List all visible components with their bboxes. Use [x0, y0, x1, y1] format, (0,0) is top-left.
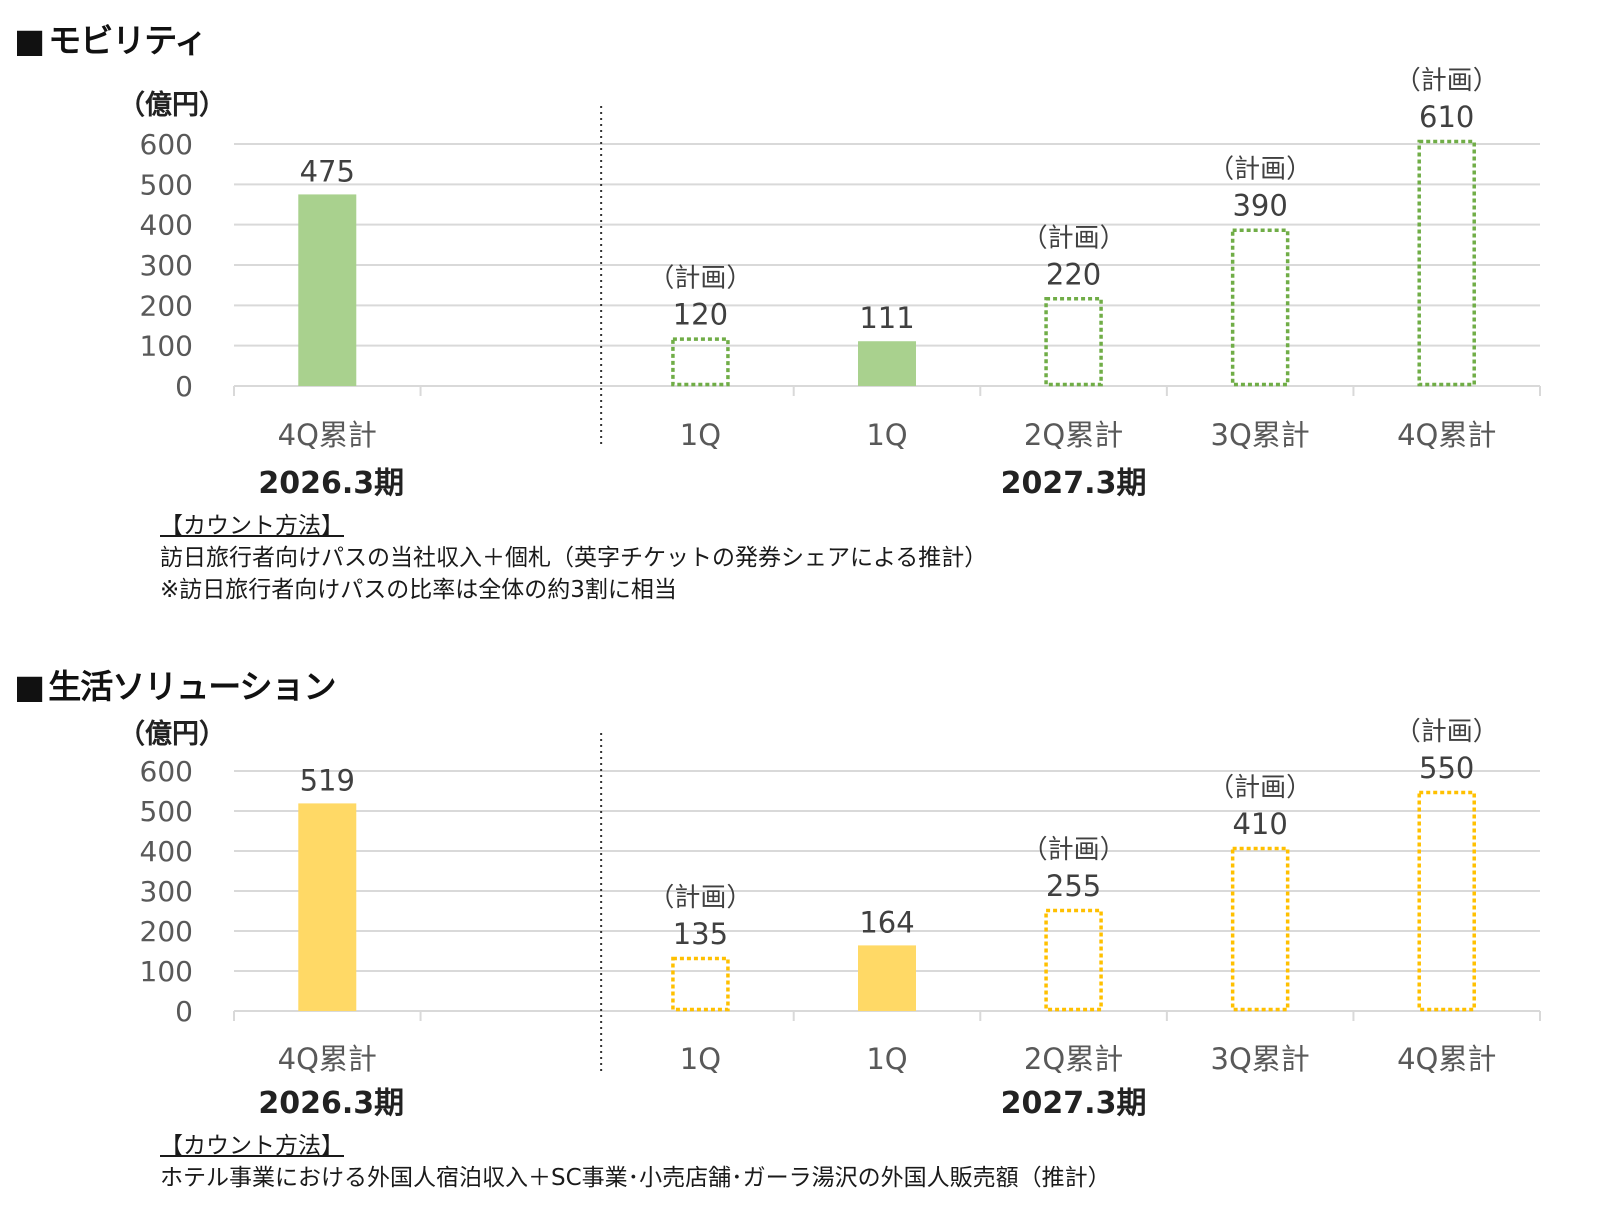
- y-tick-label: 300: [140, 249, 193, 282]
- bar-actual: [858, 945, 916, 1011]
- note-title: 【カウント方法】: [160, 513, 344, 539]
- data-label: 220: [1046, 257, 1101, 291]
- y-tick-label: 100: [140, 330, 193, 363]
- bar-actual: [298, 803, 357, 1011]
- y-tick-label: 400: [140, 209, 193, 242]
- y-tick-label: 200: [140, 289, 193, 322]
- x-category-label: 1Q: [866, 418, 907, 452]
- period-label: 2026.3期: [258, 466, 404, 501]
- bar-plan: [1417, 139, 1476, 387]
- x-category-label: 4Q累計: [1397, 1042, 1496, 1076]
- section-title: ■ モビリティ: [14, 14, 207, 62]
- period-label: 2026.3期: [258, 1086, 404, 1121]
- note-line: ホテル事業における外国人宿泊収入＋SC事業･小売店舗･ガーラ湯沢の外国人販売額（…: [160, 1165, 1111, 1191]
- note-title: 【カウント方法】: [160, 1133, 344, 1159]
- bar-plan: [1044, 908, 1103, 1012]
- section-title-text: モビリティ: [48, 21, 207, 60]
- data-label: 475: [300, 154, 355, 188]
- x-category-label: 4Q累計: [1397, 418, 1496, 452]
- data-label: 255: [1046, 869, 1101, 903]
- note-line: ※訪日旅行者向けパスの比率は全体の約3割に相当: [160, 577, 677, 603]
- bar-actual: [858, 341, 916, 386]
- plan-label: （計画）: [1022, 835, 1126, 865]
- data-label: 164: [859, 905, 914, 939]
- data-label: 610: [1419, 100, 1474, 134]
- note-line: 訪日旅行者向けパスの当社収入＋個札（英字チケットの発券シェアによる推計）: [160, 545, 988, 571]
- data-label: 135: [673, 917, 728, 951]
- section-title-text: 生活ソリューション: [48, 667, 336, 706]
- y-tick-label: 0: [175, 370, 193, 403]
- period-label: 2027.3期: [1001, 1086, 1147, 1121]
- y-tick-label: 200: [140, 915, 193, 948]
- bar-plan: [1230, 228, 1290, 387]
- plan-label: （計画）: [1395, 66, 1499, 96]
- plan-label: （計画）: [648, 883, 752, 913]
- y-tick-label: 0: [175, 995, 193, 1028]
- x-category-label: 4Q累計: [278, 418, 377, 452]
- x-category-label: 2Q累計: [1024, 1042, 1123, 1076]
- x-category-label: 1Q: [680, 1042, 721, 1076]
- x-category-label: 3Q累計: [1211, 418, 1310, 452]
- count-method-note: 【カウント方法】 訪日旅行者向けパスの当社収入＋個札（英字チケットの発券シェアに…: [160, 510, 987, 606]
- count-method-note: 【カウント方法】 ホテル事業における外国人宿泊収入＋SC事業･小売店舗･ガーラ湯…: [160, 1130, 1111, 1194]
- bar-plan: [1044, 297, 1103, 387]
- plan-label: （計画）: [1022, 223, 1126, 253]
- data-label: 550: [1419, 751, 1474, 785]
- y-axis-unit: （億円）: [118, 719, 226, 750]
- data-label: 390: [1232, 189, 1287, 223]
- data-label: 111: [859, 301, 914, 335]
- y-tick-label: 500: [140, 795, 193, 828]
- plan-label: （計画）: [1208, 773, 1312, 803]
- plan-label: （計画）: [1208, 155, 1312, 185]
- data-label: 120: [673, 298, 728, 332]
- period-label: 2027.3期: [1001, 466, 1147, 501]
- bar-plan: [1417, 790, 1476, 1012]
- plan-label: （計画）: [648, 264, 752, 294]
- section-title: ■ 生活ソリューション: [14, 660, 337, 708]
- x-category-label: 4Q累計: [278, 1042, 377, 1076]
- data-label: 410: [1232, 807, 1287, 841]
- x-category-label: 2Q累計: [1024, 418, 1123, 452]
- section-marker: ■: [14, 667, 45, 706]
- x-category-label: 1Q: [866, 1042, 907, 1076]
- y-tick-label: 300: [140, 875, 193, 908]
- mobility-chart: （億円） 0 100 200 300 400 500 600 475 120 （計画） 111 220 （…: [118, 66, 1541, 501]
- life-solution-chart: （億円） 0 100 200 300 400 500 600 519 135 （計画） 164 255 （…: [118, 717, 1541, 1121]
- y-axis-unit: （億円）: [118, 90, 226, 121]
- bar-plan: [671, 337, 730, 387]
- mobility-section: （億円） 0 100 200 300 400 500 600 475 120 （計画） 111 220 （…: [14, 14, 1541, 606]
- bar-actual: [298, 194, 357, 386]
- section-marker: ■: [14, 21, 45, 60]
- y-tick-label: 100: [140, 955, 193, 988]
- y-tick-label: 500: [140, 168, 193, 201]
- bar-plan: [1230, 846, 1290, 1012]
- x-category-label: 1Q: [680, 418, 721, 452]
- plan-label: （計画）: [1395, 717, 1499, 747]
- life-solution-section: （億円） 0 100 200 300 400 500 600 519 135 （計画） 164 255 （…: [0, 660, 1600, 1227]
- bar-plan: [671, 956, 730, 1012]
- data-label: 519: [300, 763, 355, 797]
- y-tick-label: 600: [140, 128, 193, 161]
- y-tick-label: 600: [140, 755, 193, 788]
- y-tick-label: 400: [140, 835, 193, 868]
- x-category-label: 3Q累計: [1211, 1042, 1310, 1076]
